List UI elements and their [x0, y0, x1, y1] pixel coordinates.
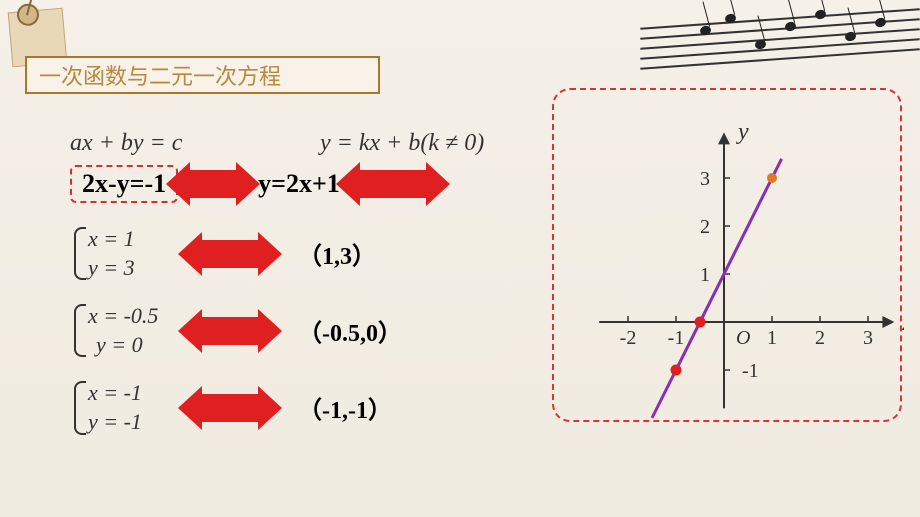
coordinate-graph: -2 -1 1 2 3 -1 1 2 3 Ox y: [554, 90, 904, 424]
svg-text:1: 1: [700, 264, 710, 286]
svg-text:-1: -1: [742, 360, 759, 382]
arrow-icon: [358, 170, 428, 198]
sys-x: x = -0.5: [88, 302, 190, 331]
sys-x: x = -1: [88, 379, 190, 408]
slide-title: 一次函数与二元一次方程: [39, 59, 281, 91]
music-decor: [640, 0, 920, 90]
svg-text:y: y: [736, 119, 749, 145]
coord-text: （1,3）: [298, 236, 376, 271]
arrow-icon: [200, 394, 260, 422]
sys-x: x = 1: [88, 225, 190, 254]
coord-text: （-1,-1）: [298, 390, 392, 425]
svg-text:2: 2: [700, 216, 710, 238]
equation-system: x = -0.5 y = 0: [70, 302, 190, 359]
sys-y: y = 3: [88, 254, 190, 283]
svg-text:3: 3: [700, 168, 710, 190]
sys-y: y = -1: [88, 408, 190, 437]
boxed-eq-right: y=2x+1: [258, 169, 340, 199]
svg-text:3: 3: [863, 327, 873, 349]
equation-system: x = 1 y = 3: [70, 225, 190, 282]
general-eq-left: ax + by = c: [70, 130, 230, 157]
svg-text:1: 1: [767, 327, 777, 349]
sys-y: y = 0: [88, 331, 190, 360]
svg-text:x: x: [901, 310, 904, 336]
arrow-icon: [200, 240, 260, 268]
svg-text:-1: -1: [668, 327, 685, 349]
title-bar: 一次函数与二元一次方程: [25, 56, 380, 94]
arrow-icon: [188, 170, 238, 198]
general-eq-right: y = kx + b(k ≠ 0): [320, 130, 484, 157]
coord-text: （-0.5,0）: [298, 313, 402, 348]
equation-system: x = -1 y = -1: [70, 379, 190, 436]
svg-text:2: 2: [815, 327, 825, 349]
svg-text:O: O: [736, 327, 750, 349]
arrow-icon: [200, 317, 260, 345]
boxed-eq-left: 2x-y=-1: [70, 165, 178, 203]
graph-panel: -2 -1 1 2 3 -1 1 2 3 Ox y: [552, 88, 902, 422]
svg-text:-2: -2: [620, 327, 637, 349]
math-content: ax + by = c y = kx + b(k ≠ 0) 2x-y=-1 y=…: [70, 130, 510, 453]
